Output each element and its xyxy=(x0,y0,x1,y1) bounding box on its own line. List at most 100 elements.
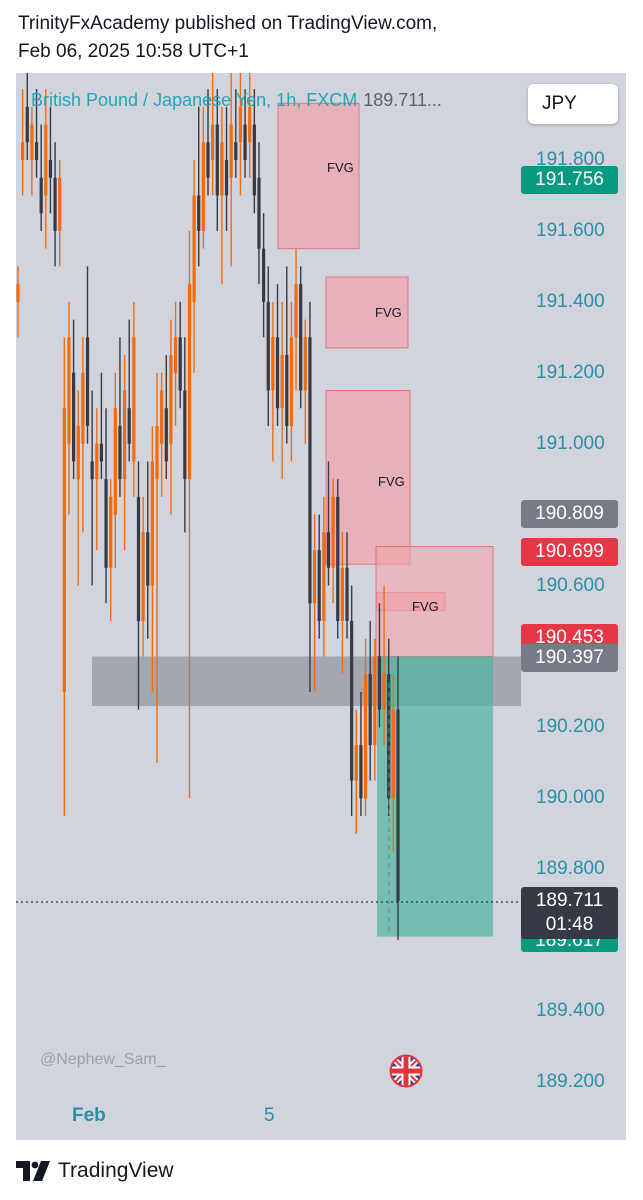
fvg-label: FVG xyxy=(412,599,439,614)
currency-button[interactable]: JPY xyxy=(528,84,618,124)
price-chart[interactable] xyxy=(16,73,626,1140)
candle xyxy=(359,691,363,817)
candle-body xyxy=(229,124,233,178)
candle-body xyxy=(67,337,71,444)
candle xyxy=(363,638,368,817)
candle-body xyxy=(322,532,326,621)
candle-body xyxy=(30,124,34,160)
publisher-line: TrinityFxAcademy published on TradingVie… xyxy=(18,13,438,34)
candle xyxy=(299,266,303,409)
candle-body xyxy=(345,567,349,621)
footer-logo[interactable]: TradingView xyxy=(16,1158,174,1184)
candle xyxy=(280,301,284,480)
price-tick-label: 190.000 xyxy=(536,787,605,809)
candle xyxy=(81,337,85,533)
uk-flag-icon[interactable] xyxy=(389,1054,423,1088)
candle-body xyxy=(39,177,43,214)
candle xyxy=(373,638,377,781)
candle xyxy=(234,89,238,178)
candle-body xyxy=(141,532,145,621)
candle xyxy=(382,585,386,746)
candle xyxy=(169,319,173,515)
candle xyxy=(336,479,340,639)
candle xyxy=(141,496,145,657)
candle-body xyxy=(136,496,141,621)
candle xyxy=(67,301,71,515)
candle-body xyxy=(373,656,377,746)
candle xyxy=(377,603,382,728)
bar-countdown: 01:48 xyxy=(545,914,594,935)
candle xyxy=(354,709,358,834)
price-tick-label: 191.800 xyxy=(536,149,605,170)
candle-body xyxy=(312,550,317,604)
current-price-value: 189.711 xyxy=(535,890,604,911)
candle xyxy=(72,319,76,480)
candle xyxy=(62,337,66,817)
candle xyxy=(16,266,20,338)
candle-body xyxy=(252,124,256,196)
symbol-last-price: 189.711... xyxy=(363,90,442,110)
candle xyxy=(155,372,159,763)
candle xyxy=(90,390,94,586)
zone-supply xyxy=(375,546,494,657)
candle-body xyxy=(169,355,173,444)
candle-body xyxy=(234,142,238,160)
candle-body xyxy=(326,532,331,568)
candle-body xyxy=(99,443,104,462)
candle xyxy=(85,266,90,444)
candle xyxy=(396,656,400,941)
candle-body xyxy=(224,160,229,196)
candle-body xyxy=(62,408,66,692)
candle xyxy=(44,89,48,249)
zone-fvg xyxy=(325,389,411,565)
candle-body xyxy=(81,372,85,444)
candle xyxy=(340,532,344,675)
candle-body xyxy=(382,674,386,710)
candle-body xyxy=(275,337,280,409)
tradingview-logo-icon xyxy=(16,1161,50,1181)
candle xyxy=(25,73,29,160)
price-tick-label: 190.200 xyxy=(536,716,605,738)
candle xyxy=(345,532,349,639)
candle-body xyxy=(187,284,192,480)
candle xyxy=(206,89,210,196)
candle-body xyxy=(58,177,62,231)
price-tick-label: 189.200 xyxy=(536,1070,605,1092)
candle xyxy=(99,372,104,480)
fvg-label: FVG xyxy=(378,474,405,489)
candle-body xyxy=(192,195,196,302)
candle xyxy=(252,89,256,214)
candle-body xyxy=(206,142,210,178)
candle-body xyxy=(197,195,201,231)
candle-body xyxy=(72,372,76,462)
candle xyxy=(122,355,127,551)
candle xyxy=(34,89,39,178)
candle xyxy=(132,301,136,497)
candle xyxy=(317,514,321,639)
symbol-title[interactable]: British Pound / Japanese Yen, 1h, FXCM 18… xyxy=(31,90,442,111)
price-tick-label: 191.600 xyxy=(536,219,605,241)
candle-body xyxy=(201,142,205,231)
candle-body xyxy=(363,674,368,799)
candle xyxy=(113,372,117,568)
candle-body xyxy=(257,177,261,249)
candle-body xyxy=(377,656,382,710)
candle xyxy=(326,461,331,586)
candle xyxy=(146,461,150,639)
candle-body xyxy=(211,124,215,160)
candle-body xyxy=(354,745,358,781)
candle-body xyxy=(368,674,372,746)
zone-target xyxy=(377,656,493,937)
candle xyxy=(229,73,233,267)
symbol-name: British Pound / Japanese Yen, 1h, FXCM xyxy=(31,90,358,110)
price-tag-190397: 190.397 xyxy=(521,644,618,672)
price-tick-label: 191.200 xyxy=(536,361,605,383)
price-tag-190699: 190.699 xyxy=(521,538,618,566)
author-watermark: @Nephew_Sam_ xyxy=(40,1051,166,1068)
candle xyxy=(150,425,154,692)
chart-area[interactable]: British Pound / Japanese Yen, 1h, FXCM 18… xyxy=(16,73,626,1140)
price-tag-191756: 191.756 xyxy=(521,166,618,194)
candle-body xyxy=(160,390,164,444)
candle xyxy=(104,408,108,604)
candle xyxy=(224,106,229,231)
